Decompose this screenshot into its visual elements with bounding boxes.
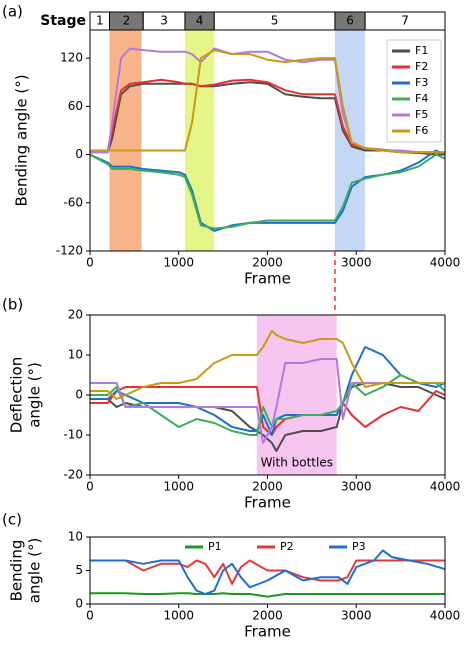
y-tick-label: 120 [60,51,83,65]
x-tick-label: 0 [86,609,94,623]
x-axis-label: Frame [244,494,291,512]
y-axis-label: angle (°) [26,362,44,428]
stage-name: 4 [196,14,204,28]
legend-label: F4 [415,92,428,105]
series-line [90,358,445,444]
x-tick-label: 4000 [430,609,461,623]
x-tick-label: 1000 [163,256,194,270]
stage-name: 7 [401,14,409,28]
x-tick-label: 0 [86,256,94,270]
x-tick-label: 0 [86,480,94,494]
x-axis-label: Frame [244,623,291,641]
series-line [90,330,445,400]
legend-label: P2 [280,540,294,553]
y-axis-label: angle (°) [26,538,44,604]
x-tick-label: 1000 [163,609,194,623]
y-axis-label: Deflection [8,357,26,433]
y-axis-label: Bending [8,540,26,602]
legend-label: F2 [415,60,428,73]
panel-label: (b) [2,296,23,314]
series-line [89,153,446,230]
panel-label: (a) [2,3,23,21]
x-axis-label: Frame [244,270,291,288]
y-tick-label: 60 [68,99,83,113]
stage-name: 5 [271,14,279,28]
legend-label: P1 [208,540,222,553]
legend-label: F1 [415,44,428,57]
y-tick-label: 10 [68,348,83,362]
y-tick-label: -120 [56,244,83,258]
y-tick-label: 0 [75,147,83,161]
legend-box [386,39,442,143]
y-tick-label: 0 [75,597,83,611]
x-tick-label: 3000 [341,609,372,623]
y-axis-label: Bending angle (°) [13,74,31,206]
stage-name: 3 [160,14,168,28]
x-tick-label: 2000 [252,480,283,494]
legend-label: F5 [415,108,428,121]
stage-name: 2 [123,14,131,28]
x-tick-label: 3000 [341,480,372,494]
plot-frame [89,536,446,605]
plot-frame [89,314,446,476]
series-line [90,592,445,598]
x-tick-label: 4000 [430,480,461,494]
series-line [90,346,446,436]
y-tick-label: 20 [68,308,83,322]
panel-label: (c) [2,511,22,529]
legend-label: F3 [415,76,428,89]
y-tick-label: 5 [75,563,83,577]
x-tick-label: 2000 [252,256,283,270]
x-tick-label: 3000 [341,256,372,270]
stage-label: Stage [40,13,86,29]
x-tick-label: 4000 [430,256,461,270]
x-tick-label: 1000 [163,480,194,494]
legend-label: P3 [352,540,366,553]
y-tick-label: 0 [75,388,83,402]
x-tick-label: 2000 [252,609,283,623]
y-tick-label: 10 [68,530,83,544]
legend-label: F6 [415,124,428,137]
stage-name: 6 [346,14,354,28]
series-line [90,549,446,595]
y-tick-label: -20 [63,468,83,482]
highlight [109,30,142,251]
plot-frame [89,29,446,252]
highlight-label: With bottles [261,456,333,470]
series-line [89,149,446,232]
stage-name: 1 [96,14,104,28]
y-tick-label: -60 [63,195,83,209]
y-tick-label: -10 [63,428,83,442]
series-line [90,49,445,154]
